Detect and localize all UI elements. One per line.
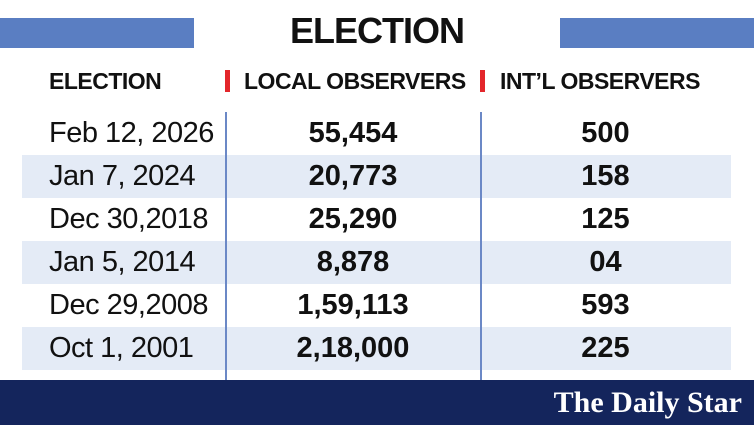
footer-bar: The Daily Star <box>0 380 754 425</box>
column-header-local: LOCAL OBSERVERS <box>244 68 466 94</box>
column-marker-local <box>225 70 230 92</box>
brand-logo: The Daily Star <box>553 386 742 419</box>
intl-observers-cell: 04 <box>589 246 622 278</box>
election-cell: Jan 7, 2024 <box>49 160 196 192</box>
title-band-right <box>560 18 754 48</box>
local-observers-cell: 2,18,000 <box>296 332 410 364</box>
election-cell: Jan 5, 2014 <box>49 246 196 278</box>
intl-observers-cell: 158 <box>581 160 630 192</box>
table-row: Jan 5, 2014 8,878 04 <box>22 241 731 284</box>
intl-observers-cell: 593 <box>581 289 630 321</box>
local-observers-cell: 55,454 <box>308 117 398 149</box>
table-row: Dec 29,2008 1,59,113 593 <box>22 284 731 327</box>
column-header-intl: INT’L OBSERVERS <box>500 68 700 94</box>
intl-observers-cell: 225 <box>581 332 630 364</box>
table-header: ELECTION LOCAL OBSERVERS INT’L OBSERVERS <box>22 58 731 104</box>
column-header-election: ELECTION <box>49 68 162 94</box>
table-row: Jan 7, 2024 20,773 158 <box>22 155 731 198</box>
title-band-left <box>0 18 194 48</box>
local-observers-cell: 8,878 <box>316 246 390 278</box>
column-marker-intl <box>480 70 485 92</box>
election-cell: Oct 1, 2001 <box>49 332 194 364</box>
election-cell: Dec 30,2018 <box>49 203 208 235</box>
table-row: Oct 1, 2001 2,18,000 225 <box>22 327 731 370</box>
table-row: Dec 30,2018 25,290 125 <box>22 198 731 241</box>
observers-table: ELECTION LOCAL OBSERVERS INT’L OBSERVERS… <box>22 58 731 380</box>
election-cell: Feb 12, 2026 <box>49 117 214 149</box>
intl-observers-cell: 500 <box>581 117 630 149</box>
election-cell: Dec 29,2008 <box>49 289 208 321</box>
title-band <box>0 18 754 48</box>
intl-observers-cell: 125 <box>581 203 630 235</box>
local-observers-cell: 1,59,113 <box>297 289 409 321</box>
local-observers-cell: 25,290 <box>308 203 398 235</box>
table-row: Feb 12, 2026 55,454 500 <box>22 112 731 155</box>
local-observers-cell: 20,773 <box>308 160 398 192</box>
column-divider-1 <box>225 112 227 380</box>
column-divider-2 <box>480 112 482 380</box>
